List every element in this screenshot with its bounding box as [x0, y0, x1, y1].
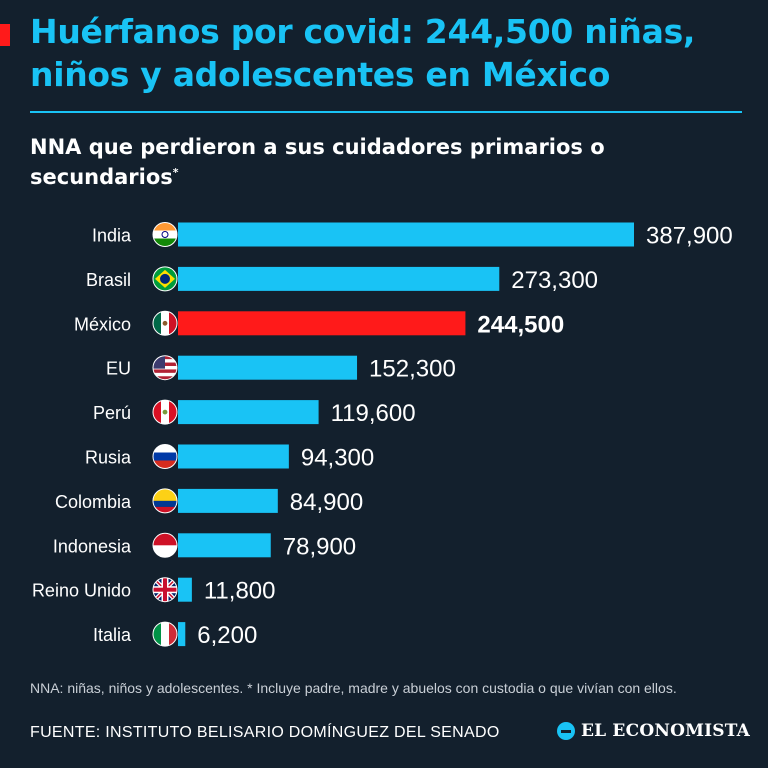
- value-label: 94,300: [301, 445, 374, 472]
- flag-peru-icon: [153, 400, 177, 425]
- bar-row: Indonesia 78,900: [53, 532, 356, 560]
- chart-subtitle: NNA que perdieron a sus cuidadores prima…: [30, 134, 730, 190]
- category-label: EU: [106, 359, 131, 379]
- bar-row: Perú 119,600: [93, 399, 416, 427]
- bar: [178, 444, 289, 469]
- bar: [178, 311, 466, 336]
- bar-row: EU 152,300: [106, 355, 456, 383]
- value-label: 152,300: [369, 356, 456, 383]
- value-label: 273,300: [511, 267, 598, 294]
- bar-row: India 387,900: [92, 222, 733, 250]
- value-label: 78,900: [283, 533, 356, 560]
- value-label: 119,600: [331, 400, 416, 427]
- category-label: Rusia: [85, 448, 132, 468]
- value-label: 11,800: [204, 578, 276, 605]
- flag-uk-icon: [153, 577, 177, 602]
- flag-india-icon: [153, 222, 177, 247]
- category-label: Colombia: [55, 492, 132, 512]
- flag-mexico-icon: [153, 311, 177, 336]
- page-title: Huérfanos por covid: 244,500 niñas, niño…: [30, 12, 696, 94]
- category-label: Italia: [93, 625, 132, 645]
- value-label: 244,500: [477, 311, 564, 338]
- value-label: 84,900: [290, 489, 363, 516]
- subtitle-footnote-mark: *: [172, 166, 179, 179]
- category-label: Perú: [93, 403, 131, 423]
- brand-mark-icon: [557, 722, 575, 740]
- category-label: Brasil: [86, 270, 131, 290]
- bar-row: Brasil 273,300: [86, 266, 598, 294]
- bar: [178, 577, 192, 602]
- bar: [178, 488, 278, 513]
- category-label: Reino Unido: [32, 581, 131, 601]
- category-label: México: [74, 314, 131, 334]
- bar: [178, 400, 319, 425]
- bar-row: México 244,500: [74, 310, 564, 338]
- category-label: India: [92, 226, 132, 246]
- flag-russia-icon: [153, 444, 177, 469]
- bar-row: Colombia 84,900: [55, 488, 363, 516]
- flag-italy-icon: [153, 622, 177, 647]
- flag-brazil-icon: [153, 266, 177, 291]
- bar-row: Italia 6,200: [93, 621, 257, 649]
- bar: [178, 355, 358, 380]
- value-label: 6,200: [197, 622, 257, 649]
- footnote: NNA: niñas, niños y adolescentes. * Incl…: [30, 680, 677, 696]
- title-divider: [30, 111, 742, 113]
- flag-indonesia-icon: [153, 533, 177, 558]
- brand-logo: EL ECONOMISTA: [557, 721, 750, 741]
- bar: [178, 266, 500, 291]
- subtitle-text: NNA que perdieron a sus cuidadores prima…: [30, 135, 605, 189]
- source-credit: FUENTE: INSTITUTO BELISARIO DOMÍNGUEZ DE…: [30, 724, 500, 741]
- value-label: 387,900: [646, 223, 733, 250]
- flag-colombia-icon: [153, 488, 177, 513]
- accent-mark: [0, 24, 10, 46]
- bar: [178, 222, 634, 247]
- bar: [178, 622, 186, 647]
- bar: [178, 533, 271, 558]
- brand-name: EL ECONOMISTA: [581, 721, 751, 741]
- category-label: Indonesia: [53, 536, 132, 556]
- bar-row: Reino Unido 11,800: [32, 577, 276, 605]
- bar-row: Rusia 94,300: [85, 444, 374, 472]
- bar-chart: India 387,900 Brasil 273,300 México 244,500 EU…: [32, 222, 733, 649]
